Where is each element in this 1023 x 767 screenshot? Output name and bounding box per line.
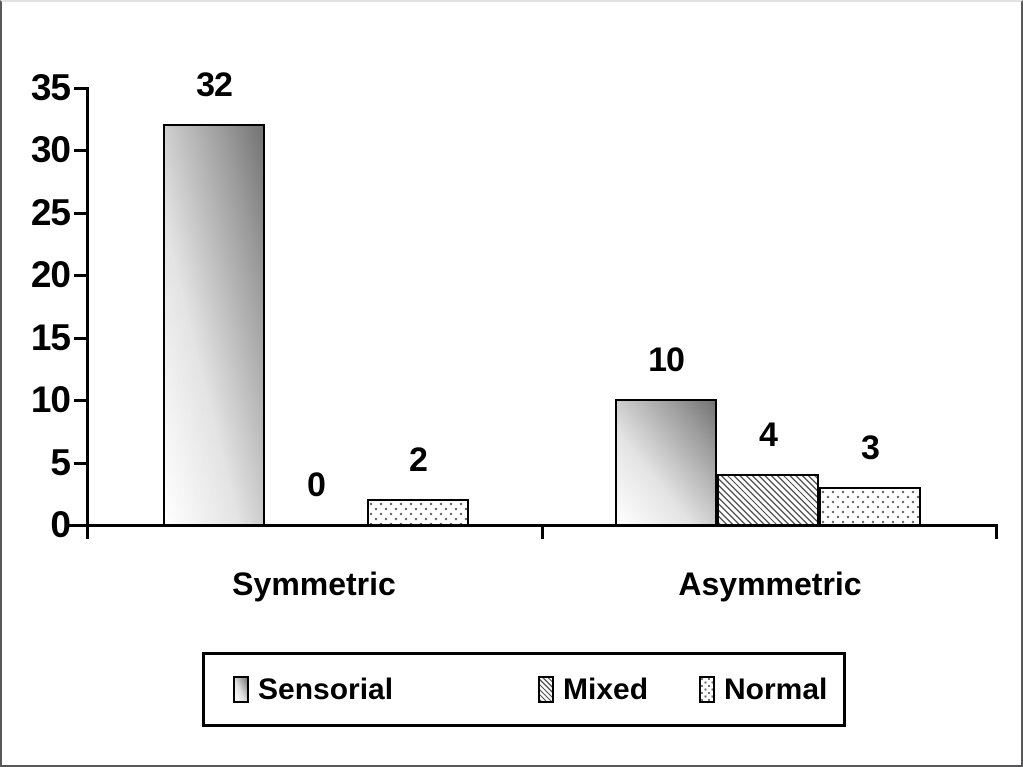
category-label-symmetric: Symmetric xyxy=(232,566,396,602)
bar-value-label: 4 xyxy=(759,416,778,454)
y-tick xyxy=(74,524,87,527)
legend-item-mixed: Mixed xyxy=(538,655,648,724)
y-tick xyxy=(74,462,87,465)
x-tick xyxy=(86,524,89,539)
bar-symmetric-sensorial xyxy=(163,124,265,526)
bar-symmetric-normal xyxy=(367,499,469,526)
y-tick xyxy=(74,212,87,215)
y-tick xyxy=(74,337,87,340)
x-axis-line xyxy=(68,524,997,527)
legend-label: Mixed xyxy=(563,672,649,706)
y-tick-label: 5 xyxy=(50,442,71,483)
y-tick-label: 10 xyxy=(30,379,71,420)
bar-value-label: 32 xyxy=(196,66,233,104)
y-axis-line xyxy=(86,87,89,539)
y-tick-label: 25 xyxy=(30,192,71,233)
bar-value-label: 0 xyxy=(307,466,326,504)
y-tick xyxy=(74,274,87,277)
legend: Sensorial Mixed Normal xyxy=(202,652,846,727)
bar-asymmetric-sensorial xyxy=(615,399,717,526)
y-tick xyxy=(74,399,87,402)
bar-asymmetric-mixed xyxy=(717,474,819,526)
bar-value-label: 3 xyxy=(861,429,880,467)
x-tick xyxy=(995,524,998,539)
bar-asymmetric-normal xyxy=(819,487,921,526)
legend-item-sensorial: Sensorial xyxy=(233,655,393,724)
legend-swatch-dots-icon xyxy=(699,676,715,703)
y-tick xyxy=(74,87,87,90)
x-tick xyxy=(541,524,544,539)
legend-swatch-gradient-icon xyxy=(233,676,249,703)
y-tick-label: 35 xyxy=(30,67,71,108)
y-tick xyxy=(74,149,87,152)
y-tick-label: 20 xyxy=(30,254,71,295)
legend-label: Normal xyxy=(724,672,828,706)
legend-label: Sensorial xyxy=(258,672,394,706)
y-tick-label: 0 xyxy=(50,504,71,545)
bar-value-label: 10 xyxy=(648,341,685,379)
bar-value-label: 2 xyxy=(409,441,428,479)
y-tick-label: 15 xyxy=(30,317,71,358)
y-tick-label: 30 xyxy=(30,129,71,170)
legend-swatch-hatch-icon xyxy=(538,676,554,703)
category-label-asymmetric: Asymmetric xyxy=(678,566,862,602)
legend-item-normal: Normal xyxy=(699,655,827,724)
